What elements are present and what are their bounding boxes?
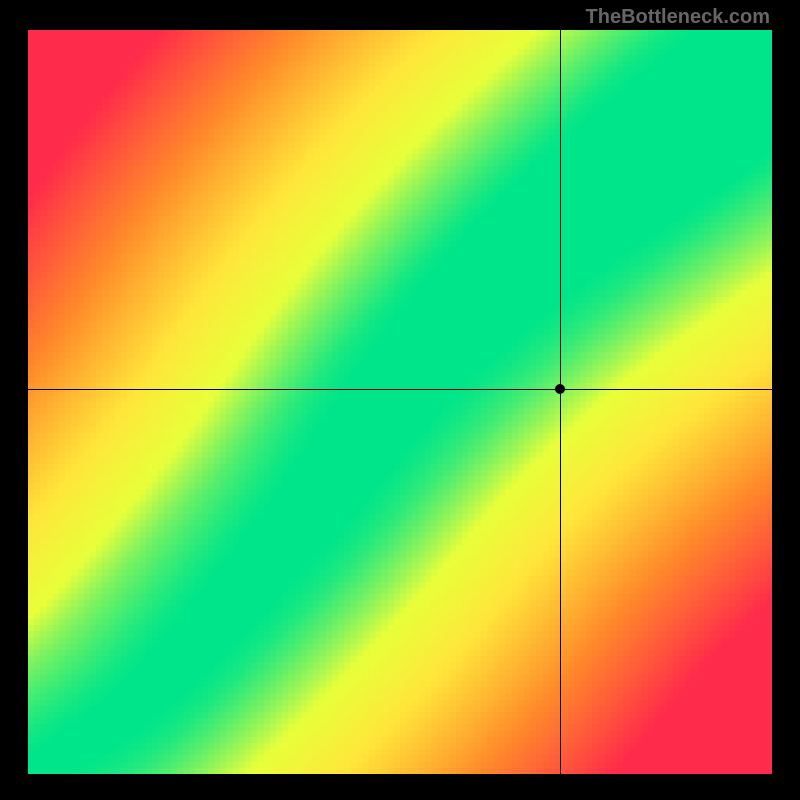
heatmap-canvas <box>28 30 772 774</box>
heatmap-plot <box>28 30 772 774</box>
watermark-text: TheBottleneck.com <box>586 6 770 29</box>
crosshair-vertical <box>560 30 561 774</box>
crosshair-marker <box>555 384 565 394</box>
crosshair-horizontal <box>28 389 772 390</box>
